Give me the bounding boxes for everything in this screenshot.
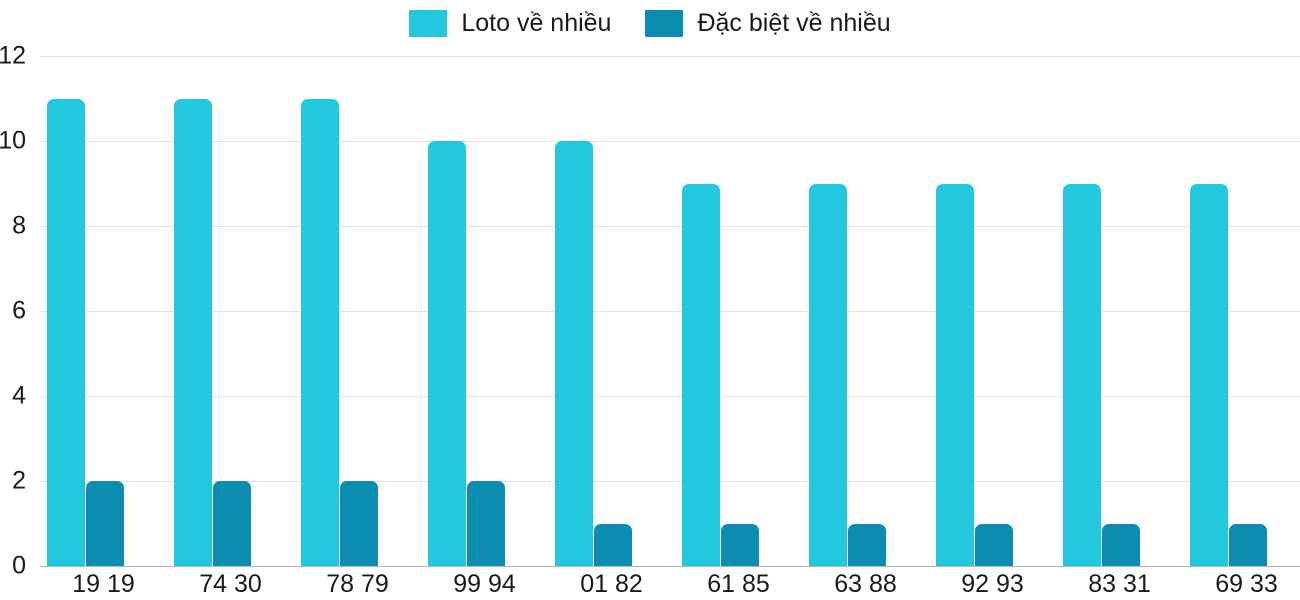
y-axis-tick-label: 10 [0, 126, 26, 155]
x-axis-tick-label: 61 85 [707, 570, 770, 598]
bar-dac-biet[interactable] [721, 523, 759, 566]
bar-loto[interactable] [936, 183, 974, 566]
x-axis-tick-label: 19 19 [72, 570, 135, 598]
bar-loto[interactable] [555, 141, 593, 566]
gridline [40, 226, 1300, 227]
x-axis-tick-label: 01 82 [580, 570, 643, 598]
legend-item-dac-biet[interactable]: Đặc biệt về nhiều [645, 8, 891, 37]
y-axis-tick-label: 4 [12, 381, 26, 410]
gridline [40, 396, 1300, 397]
legend-swatch-dac-biet [645, 9, 684, 37]
gridline [40, 311, 1300, 312]
bar-group [421, 55, 548, 566]
bar-group [675, 55, 802, 566]
gridlines [40, 0, 1300, 600]
bar-loto[interactable] [428, 141, 466, 566]
bar-group [929, 55, 1056, 566]
legend-swatch-loto [409, 9, 448, 37]
gridline [40, 56, 1300, 57]
gridline [40, 141, 1300, 142]
bar-dac-biet[interactable] [1102, 523, 1140, 566]
gridline [40, 566, 1300, 567]
bar-dac-biet[interactable] [467, 481, 505, 566]
bar-loto[interactable] [1063, 183, 1101, 566]
x-axis-tick-label: 74 30 [199, 570, 262, 598]
bar-group [1056, 55, 1183, 566]
bar-dac-biet[interactable] [213, 481, 251, 566]
y-axis-tick-label: 0 [12, 551, 26, 580]
bar-dac-biet[interactable] [1229, 523, 1267, 566]
gridline [40, 481, 1300, 482]
bars-container [40, 0, 1300, 600]
x-axis-tick-label: 69 33 [1215, 570, 1278, 598]
y-axis-tick-label: 6 [12, 296, 26, 325]
bar-group [294, 55, 421, 566]
legend-label-dac-biet: Đặc biệt về nhiều [697, 8, 891, 37]
chart-legend: Loto về nhiều Đặc biệt về nhiều [0, 0, 1300, 46]
bar-group [802, 55, 929, 566]
x-axis-tick-label: 92 93 [961, 570, 1024, 598]
bar-loto[interactable] [301, 98, 339, 566]
bar-dac-biet[interactable] [86, 481, 124, 566]
bar-loto[interactable] [809, 183, 847, 566]
bar-loto[interactable] [174, 98, 212, 566]
bar-dac-biet[interactable] [340, 481, 378, 566]
legend-item-loto[interactable]: Loto về nhiều [409, 8, 612, 37]
x-axis-tick-label: 63 88 [834, 570, 897, 598]
y-axis-tick-label: 12 [0, 41, 26, 70]
bar-loto[interactable] [1190, 183, 1228, 566]
y-axis-tick-label: 2 [12, 466, 26, 495]
bar-group [40, 55, 167, 566]
bar-loto[interactable] [682, 183, 720, 566]
x-axis-tick-label: 83 31 [1088, 570, 1151, 598]
bar-group [548, 55, 675, 566]
bar-loto[interactable] [47, 98, 85, 566]
bar-group [1183, 55, 1300, 566]
bar-dac-biet[interactable] [594, 523, 632, 566]
y-axis-tick-label: 8 [12, 211, 26, 240]
bar-dac-biet[interactable] [975, 523, 1013, 566]
y-axis: 0 2 4 6 8 10 12 [0, 0, 40, 600]
x-axis-tick-label: 78 79 [326, 570, 389, 598]
legend-label-loto: Loto về nhiều [461, 8, 612, 37]
x-axis-tick-label: 99 94 [453, 570, 516, 598]
bar-group [167, 55, 294, 566]
bar-dac-biet[interactable] [848, 523, 886, 566]
x-axis: 19 19 74 30 78 79 99 94 01 82 61 85 63 88 92 93… [40, 0, 1300, 600]
